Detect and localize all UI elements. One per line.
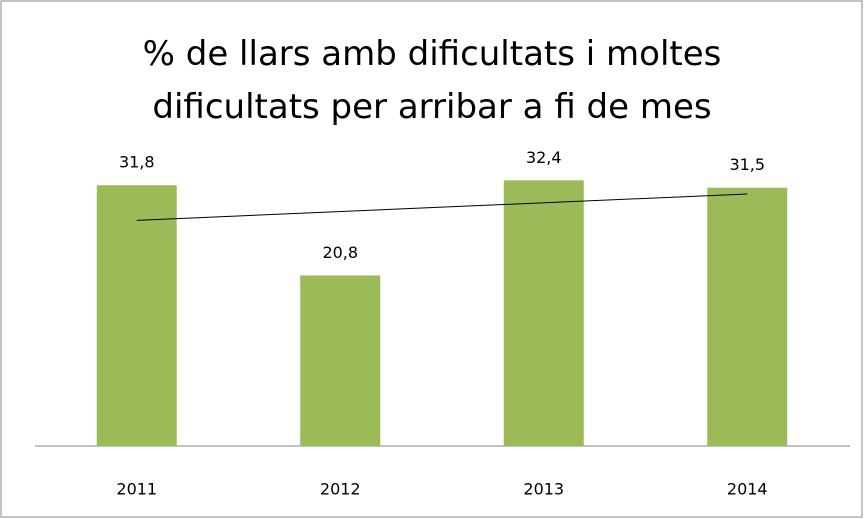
chart-title: % de llars amb dificultats i moltes difi… — [142, 34, 722, 127]
data-label: 32,4 — [526, 148, 562, 167]
data-label: 20,8 — [322, 243, 358, 262]
data-label: 31,5 — [729, 155, 765, 174]
data-label: 31,8 — [119, 153, 155, 172]
x-tick-label: 2011 — [116, 480, 157, 499]
x-tick-label: 2012 — [320, 480, 361, 499]
trendline — [136, 193, 748, 221]
bar — [300, 275, 381, 446]
bar — [707, 187, 788, 446]
bar — [503, 180, 584, 446]
bar — [96, 185, 177, 447]
x-tick-label: 2014 — [727, 480, 768, 499]
x-tick-label: 2013 — [523, 480, 564, 499]
